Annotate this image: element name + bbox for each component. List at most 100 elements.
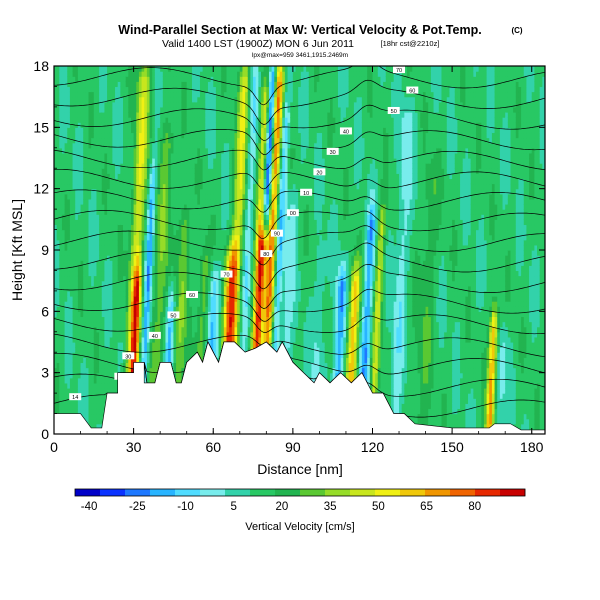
velocity-cell	[64, 342, 68, 348]
velocity-cell	[109, 372, 113, 379]
velocity-cell	[64, 388, 68, 394]
velocity-cell	[56, 255, 60, 261]
velocity-cell	[72, 96, 76, 103]
velocity-cell	[83, 275, 87, 282]
velocity-cell	[85, 403, 90, 410]
velocity-cell	[56, 101, 60, 108]
velocity-cell	[80, 198, 84, 205]
velocity-cell	[72, 347, 76, 353]
velocity-cell	[56, 188, 60, 195]
velocity-cell	[64, 224, 68, 231]
velocity-cell	[85, 239, 90, 246]
velocity-cell	[109, 224, 113, 231]
velocity-cell	[75, 239, 79, 246]
velocity-cell	[77, 101, 82, 108]
velocity-cell	[101, 306, 106, 312]
velocity-cell	[72, 76, 76, 82]
velocity-cell	[91, 250, 95, 256]
velocity-cell	[104, 224, 108, 231]
velocity-cell	[93, 275, 98, 282]
velocity-cell	[61, 352, 66, 358]
velocity-cell	[104, 117, 108, 123]
velocity-cell	[72, 229, 76, 236]
velocity-cell	[67, 265, 71, 272]
velocity-cell	[88, 382, 92, 389]
velocity-cell	[96, 127, 100, 134]
velocity-cell	[88, 255, 92, 261]
velocity-cell	[85, 244, 90, 251]
velocity-cell	[56, 398, 60, 404]
velocity-cell	[69, 168, 74, 174]
velocity-cell	[99, 352, 103, 358]
velocity-cell	[75, 275, 79, 282]
velocity-cell	[104, 112, 108, 118]
velocity-cell	[101, 388, 106, 394]
velocity-cell	[107, 117, 111, 123]
velocity-cell	[72, 296, 76, 302]
velocity-cell	[96, 270, 100, 277]
velocity-cell	[96, 306, 100, 312]
velocity-cell	[80, 81, 84, 88]
velocity-cell	[61, 255, 66, 261]
velocity-cell	[77, 321, 82, 328]
velocity-cell	[107, 224, 111, 231]
velocity-cell	[59, 122, 63, 128]
velocity-cell	[96, 388, 100, 394]
velocity-cell	[91, 81, 95, 88]
velocity-cell	[61, 86, 66, 93]
velocity-cell	[59, 393, 63, 399]
velocity-cell	[85, 142, 90, 149]
velocity-cell	[93, 367, 98, 374]
velocity-cell	[59, 198, 63, 205]
velocity-cell	[59, 255, 63, 261]
velocity-cell	[61, 357, 66, 364]
velocity-cell	[59, 367, 63, 374]
velocity-cell	[75, 321, 79, 328]
velocity-cell	[107, 122, 111, 128]
velocity-cell	[56, 275, 60, 282]
velocity-cell	[91, 331, 95, 338]
velocity-cell	[77, 316, 82, 323]
velocity-cell	[101, 342, 106, 348]
velocity-cell	[56, 117, 60, 123]
velocity-cell	[54, 122, 58, 128]
velocity-cell	[93, 188, 98, 195]
velocity-cell	[91, 290, 95, 297]
velocity-cell	[77, 178, 82, 185]
velocity-cell	[91, 214, 95, 220]
velocity-cell	[93, 132, 98, 139]
velocity-cell	[72, 142, 76, 149]
velocity-cell	[104, 204, 108, 210]
velocity-cell	[61, 127, 66, 134]
velocity-cell	[101, 122, 106, 128]
velocity-cell	[99, 158, 103, 164]
velocity-cell	[96, 285, 100, 292]
velocity-cell	[91, 336, 95, 343]
velocity-cell	[61, 163, 66, 169]
velocity-cell	[72, 198, 76, 205]
velocity-cell	[93, 388, 98, 394]
velocity-cell	[59, 377, 63, 384]
velocity-cell	[72, 316, 76, 323]
velocity-cell	[104, 152, 108, 159]
velocity-cell	[83, 326, 87, 333]
velocity-cell	[109, 377, 113, 384]
velocity-cell	[101, 367, 106, 374]
velocity-cell	[93, 76, 98, 82]
velocity-cell	[80, 347, 84, 353]
velocity-cell	[85, 260, 90, 266]
velocity-cell	[61, 158, 66, 164]
velocity-cell	[59, 224, 63, 231]
velocity-cell	[77, 367, 82, 374]
velocity-cell	[54, 204, 58, 210]
velocity-cell	[83, 255, 87, 261]
velocity-cell	[99, 132, 103, 139]
velocity-cell	[54, 229, 58, 236]
velocity-cell	[99, 127, 103, 134]
velocity-cell	[72, 66, 76, 72]
velocity-cell	[96, 377, 100, 384]
velocity-cell	[67, 280, 71, 287]
velocity-cell	[107, 357, 111, 364]
velocity-cell	[96, 255, 100, 261]
velocity-cell	[91, 229, 95, 236]
